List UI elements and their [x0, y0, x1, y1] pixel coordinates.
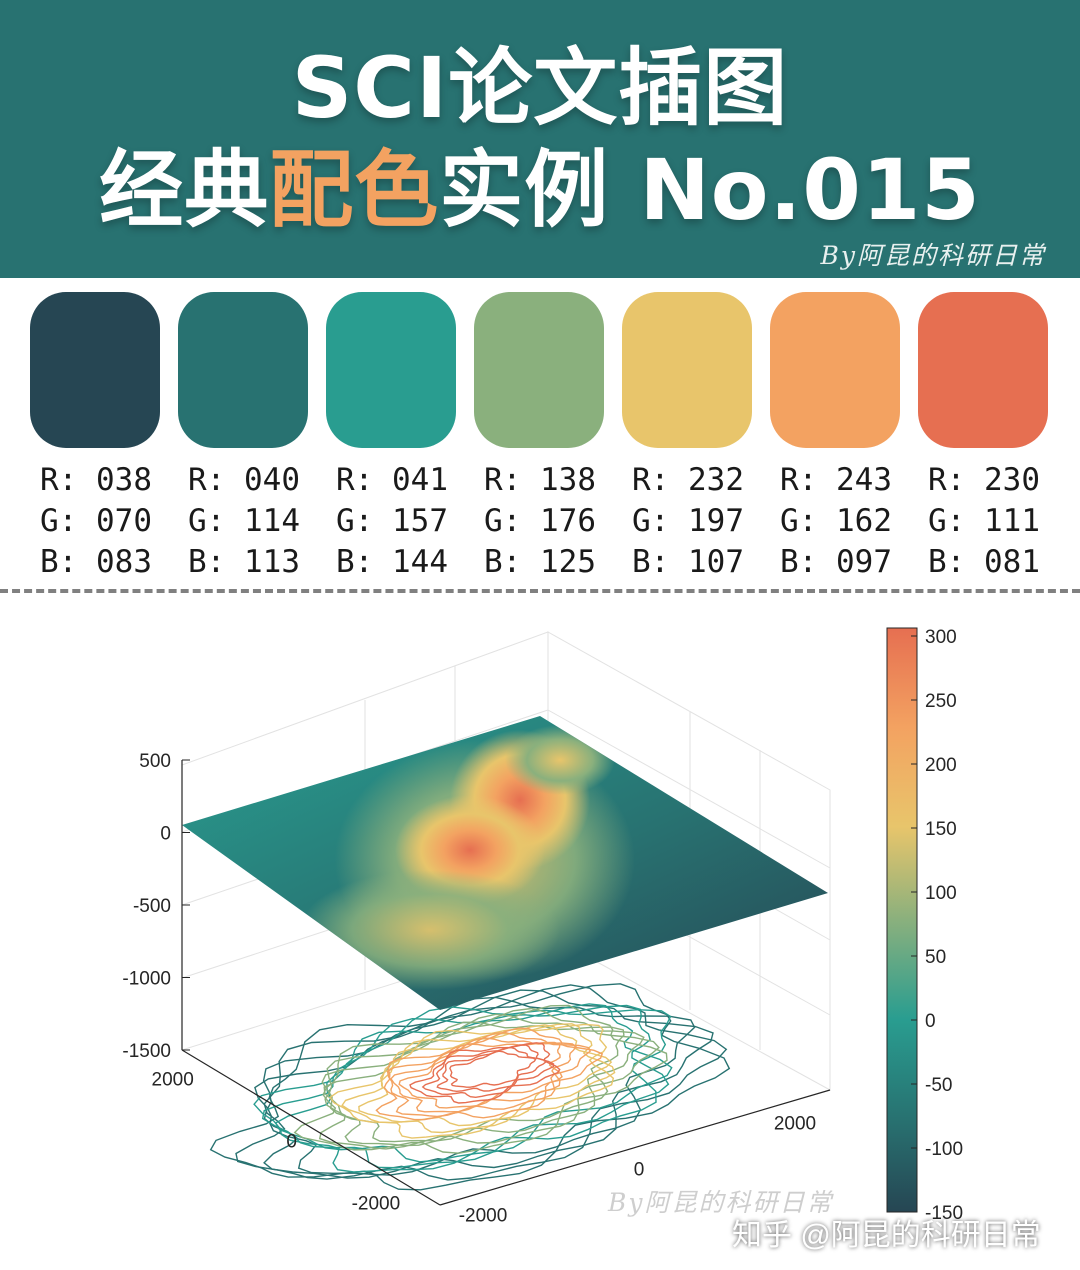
blue-value: B: 083 [40, 544, 152, 580]
z-tick-label: -1500 [122, 1041, 171, 1062]
swatch-3 [326, 292, 456, 448]
contour-line [421, 1044, 555, 1099]
swatch-1 [30, 292, 160, 448]
colorbar-tick-label: 150 [925, 819, 957, 840]
rgb-values-3: R: 041 G: 157 B: 144 [336, 460, 486, 583]
red-value: R: 232 [632, 462, 744, 498]
swatch-4 [474, 292, 604, 448]
contour-line [235, 984, 728, 1181]
colorbar: 300 250 200 150 100 50 0 -50 -100 -150 [886, 627, 963, 1224]
blue-value: B: 113 [188, 544, 300, 580]
rgb-values-1: R: 038 G: 070 B: 083 [40, 460, 190, 583]
blue-value: B: 097 [780, 544, 892, 580]
blue-value: B: 107 [632, 544, 744, 580]
colorbar-tick-label: 0 [925, 1011, 936, 1032]
colorbar-tick-label: -150 [925, 1203, 963, 1224]
contour-line [274, 1003, 673, 1163]
subtitle-accent: 配色 [269, 141, 440, 239]
contour-projection [209, 983, 731, 1191]
page-subtitle: 经典配色实例 No.015 [0, 140, 1080, 240]
grid-line [547, 709, 831, 869]
subtitle-prefix: 经典 [99, 141, 270, 239]
green-value: G: 157 [336, 503, 448, 539]
y-tick-label: 0 [286, 1132, 297, 1153]
green-value: G: 162 [780, 503, 892, 539]
y-axis-line [181, 1049, 441, 1206]
site-watermark: 知乎 @阿昆的科研日常 [732, 1219, 1041, 1252]
green-value: G: 197 [632, 503, 744, 539]
contour-line [293, 1004, 668, 1154]
colorbar-tick-label: 250 [925, 691, 957, 712]
z-tick-label: 0 [160, 824, 171, 845]
colorbar-tick-label: 300 [925, 627, 957, 648]
swatch-7 [918, 292, 1048, 448]
contour-line [436, 1046, 547, 1093]
blue-value: B: 125 [484, 544, 596, 580]
contour-line [375, 1027, 604, 1121]
red-value: R: 040 [188, 462, 300, 498]
colorbar-tick-label: 200 [925, 755, 957, 776]
red-value: R: 138 [484, 462, 596, 498]
blue-value: B: 081 [928, 544, 1040, 580]
z-tick-label: -500 [133, 896, 171, 917]
chart-signature: By阿昆的科研日常 [608, 1188, 834, 1217]
swatch-2 [178, 292, 308, 448]
swatch-5 [622, 292, 752, 448]
rgb-values-6: R: 243 G: 162 B: 097 [780, 460, 930, 583]
contour-line [253, 1006, 672, 1173]
color-palette [0, 290, 1080, 450]
terrain-surface [182, 716, 828, 1010]
rgb-values-7: R: 230 G: 111 B: 081 [928, 460, 1078, 583]
green-value: G: 114 [188, 503, 300, 539]
axes-lines: 500 0 -500 -1000 -1500 2000 0 -2000 -2000 0 2000 [122, 751, 831, 1227]
y-tick-label: -2000 [352, 1194, 401, 1215]
contour-line [209, 983, 731, 1191]
blue-value: B: 144 [336, 544, 448, 580]
z-tick-label: -1000 [122, 969, 171, 990]
green-value: G: 176 [484, 503, 596, 539]
y-tick-label: 2000 [152, 1070, 194, 1091]
rgb-values-2: R: 040 G: 114 B: 113 [188, 460, 338, 583]
contour-line [449, 1050, 537, 1088]
contour-line [386, 1031, 591, 1118]
contour-line [328, 1023, 615, 1139]
x-tick-label: 2000 [774, 1114, 816, 1135]
rgb-values-4: R: 138 G: 176 B: 125 [484, 460, 634, 583]
author-byline: By阿昆的科研日常 [820, 241, 1046, 270]
colorbar-tick-label: -50 [925, 1075, 952, 1096]
x-tick-label: -2000 [459, 1206, 508, 1227]
title-banner: SCI论文插图 经典配色实例 No.015 By阿昆的科研日常 [0, 0, 1080, 278]
x-axis-line [439, 1089, 831, 1206]
page-title: SCI论文插图 [291, 39, 789, 137]
contour-line [318, 1007, 660, 1150]
colorbar-tick-label: 100 [925, 883, 957, 904]
red-value: R: 230 [928, 462, 1040, 498]
colorbar-tick-label: 50 [925, 947, 946, 968]
swatch-6 [770, 292, 900, 448]
colorbar-tick-label: -100 [925, 1139, 963, 1160]
rgb-values-5: R: 232 G: 197 B: 107 [632, 460, 782, 583]
red-value: R: 041 [336, 462, 448, 498]
z-tick-label: 500 [139, 751, 171, 772]
red-value: R: 243 [780, 462, 892, 498]
x-tick-label: 0 [634, 1160, 645, 1181]
green-value: G: 070 [40, 503, 152, 539]
subtitle-suffix: 实例 No.015 [439, 141, 981, 239]
red-value: R: 038 [40, 462, 152, 498]
green-value: G: 111 [928, 503, 1040, 539]
contour-line [262, 989, 714, 1179]
dashed-divider [0, 589, 1080, 593]
contour-line [321, 1013, 645, 1147]
contour-line [261, 1004, 670, 1169]
contour-line [390, 1037, 577, 1113]
